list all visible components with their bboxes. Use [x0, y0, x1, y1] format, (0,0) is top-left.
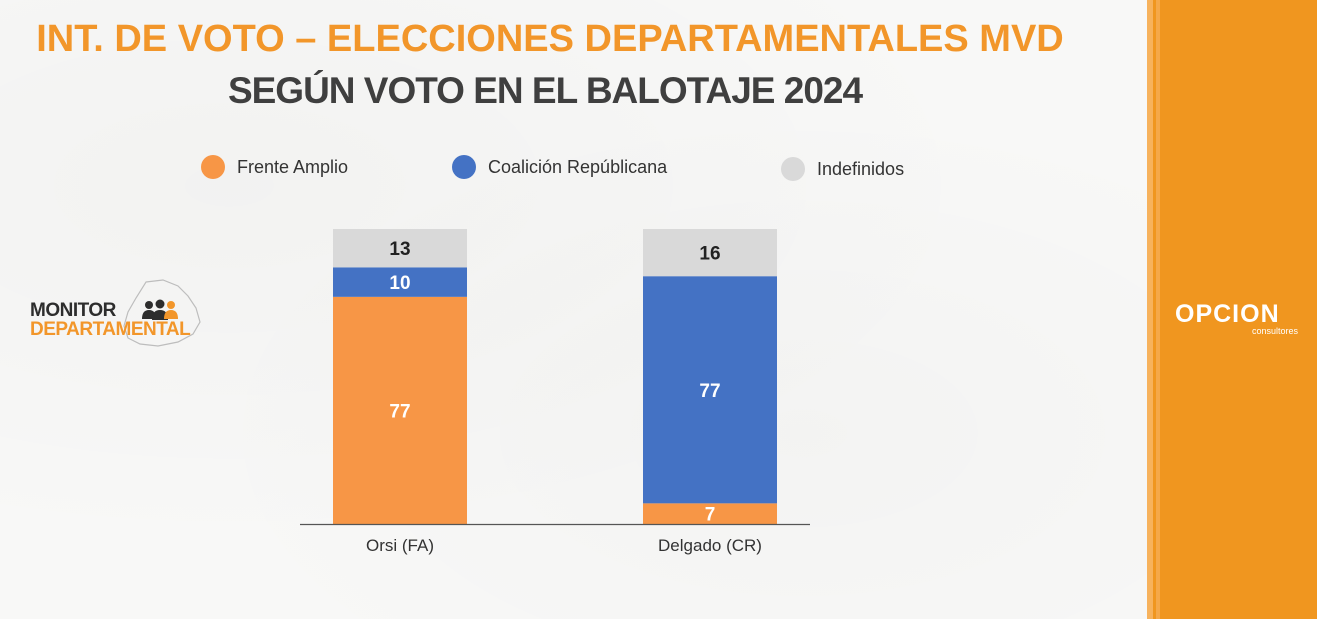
brand-side-panel [1147, 0, 1317, 619]
logo-line-monitor: MONITOR [30, 300, 116, 321]
bar-segment-indefinidos [333, 229, 467, 268]
panel-stripe [1147, 0, 1153, 619]
category-label: Delgado (CR) [658, 536, 762, 555]
bar-segment-coalicion-republicana [643, 276, 777, 504]
legend-item-frente-amplio: Frente Amplio [201, 155, 348, 179]
chart-legend: Frente Amplio Coalición Repúblicana Inde… [0, 0, 1147, 200]
page-subtitle: SEGÚN VOTO EN EL BALOTAJE 2024 [227, 70, 863, 111]
bar-segment-indefinidos [643, 229, 777, 277]
uruguay-map-outline-icon [123, 279, 201, 347]
data-label: 16 [699, 244, 720, 265]
data-label: 77 [389, 401, 410, 422]
logo-line-departamental: DEPARTAMENTAL [30, 319, 191, 340]
data-label: 10 [389, 273, 410, 294]
legend-label: Frente Amplio [237, 156, 349, 177]
panel-stripe [1156, 0, 1160, 619]
bar-segment-frente-amplio [333, 296, 467, 524]
data-label: 7 [705, 505, 716, 526]
data-label: 13 [389, 239, 410, 260]
monitor-departamental-logo: MONITOR DEPARTAMENTAL [28, 278, 218, 348]
legend-item-coalicion: Coalición Repúblicana [452, 155, 667, 179]
page-title: INT. DE VOTO – ELECCIONES DEPARTAMENTALE… [36, 18, 1064, 60]
legend-label: Coalición Repúblicana [488, 156, 668, 177]
people-icon [142, 299, 178, 320]
legend-swatch-coalicion [452, 155, 476, 179]
opcion-brand-subtitle: consultores [1252, 326, 1299, 336]
opcion-brand-logo: OPCION [1175, 300, 1280, 328]
legend-swatch-indefinidos [781, 157, 805, 181]
bar-segment-coalicion-republicana [333, 267, 467, 297]
data-label: 77 [699, 381, 720, 402]
legend-swatch-frente-amplio [201, 155, 225, 179]
category-label: Orsi (FA) [366, 536, 434, 555]
background [0, 0, 1147, 619]
legend-label: Indefinidos [817, 158, 905, 179]
legend-item-indefinidos: Indefinidos [781, 157, 904, 181]
bar-segment-frente-amplio [643, 503, 777, 524]
